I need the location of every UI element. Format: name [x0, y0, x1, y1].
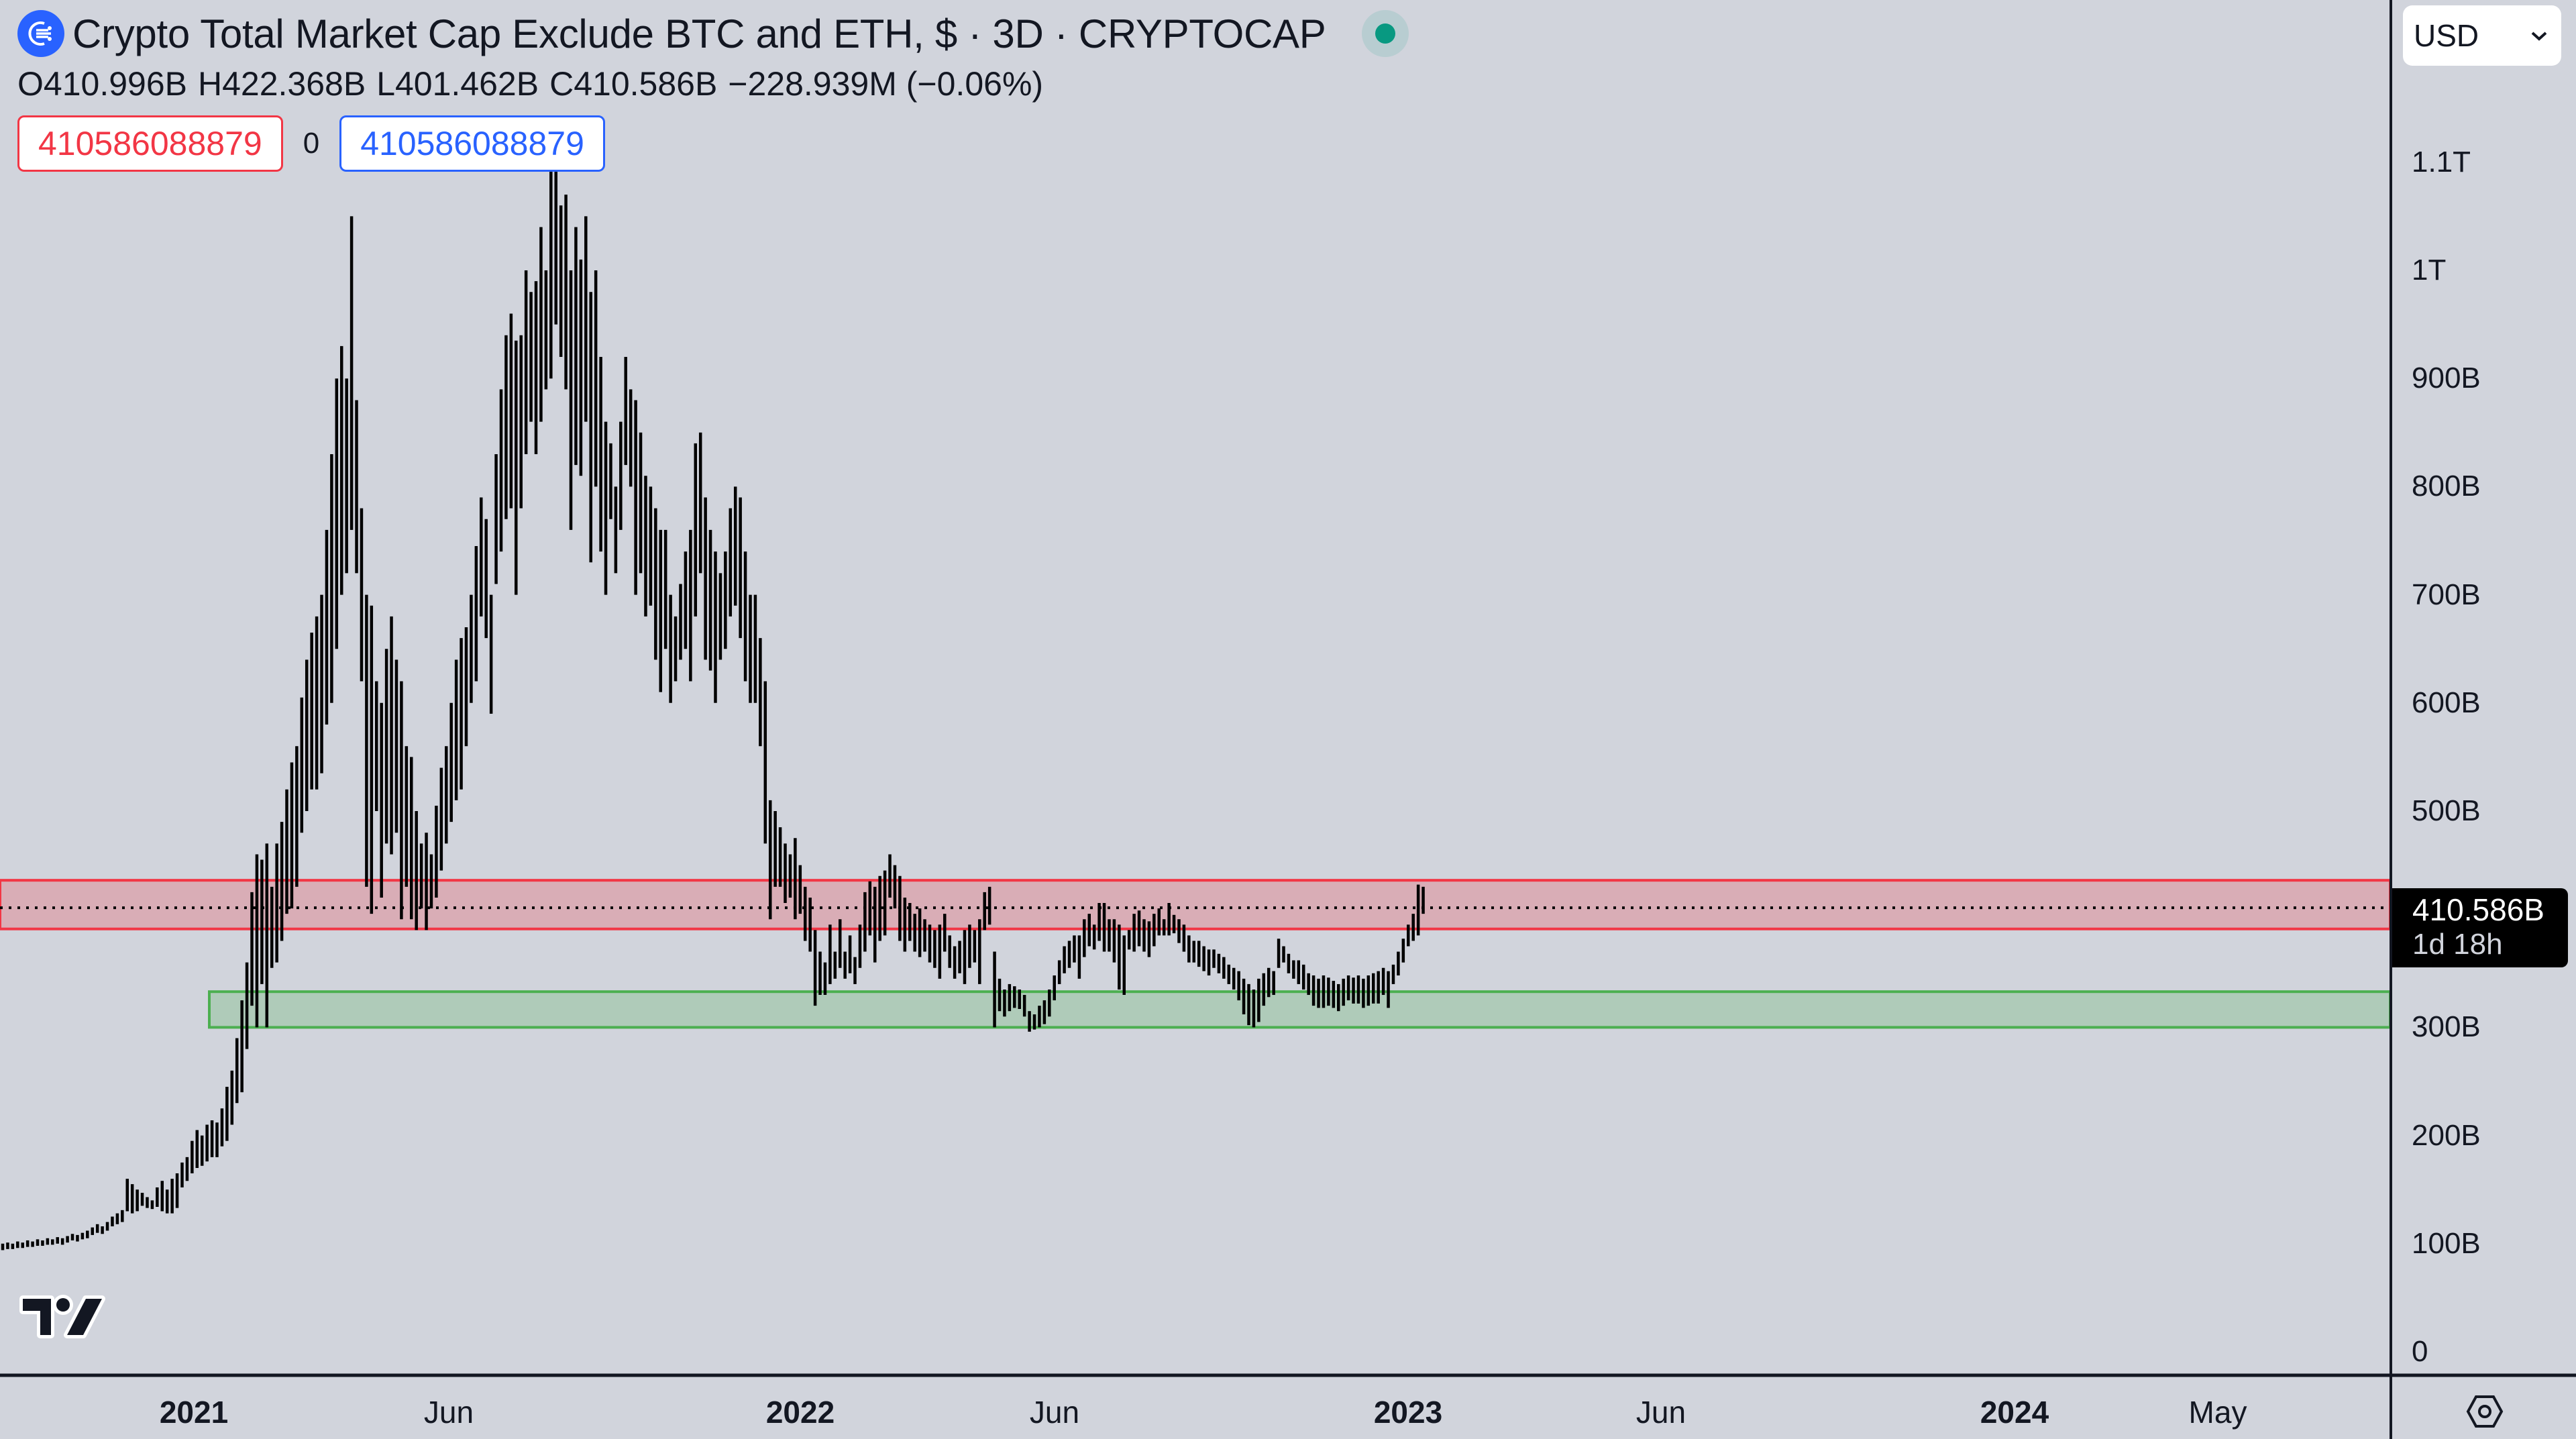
last-price-badge: 410.586B 1d 18h: [2392, 888, 2568, 967]
price-axis-label: 1.1T: [2412, 145, 2471, 178]
time-axis-label: 2021: [159, 1395, 229, 1430]
ohlc-values: O410.996B H422.368B L401.462B C410.586B …: [17, 64, 1054, 103]
currency-select[interactable]: USD: [2403, 5, 2561, 66]
price-axis-label: 1T: [2412, 254, 2447, 286]
support-zone[interactable]: [208, 990, 2392, 1029]
ohlc-bars: [1, 119, 1425, 1250]
price-axis-label: 0: [2412, 1335, 2428, 1368]
cryptocap-icon: [17, 10, 64, 57]
market-status-indicator[interactable]: [1362, 10, 1409, 57]
price-axis-label: 300B: [2412, 1010, 2481, 1044]
time-axis-label: Jun: [423, 1395, 474, 1430]
market-open-dot-icon: [1375, 23, 1396, 44]
bar-countdown: 1d 18h: [2412, 928, 2503, 961]
chart-legend-title: Crypto Total Market Cap Exclude BTC and …: [17, 7, 1409, 60]
price-axis-label: 800B: [2412, 470, 2481, 503]
open-value: O410.996B: [17, 65, 187, 103]
indicator-values: 410586088879 0 410586088879: [17, 115, 605, 172]
time-axis-label: May: [2188, 1395, 2247, 1430]
price-axis-label: 600B: [2412, 686, 2481, 719]
price-axis-label: 900B: [2412, 362, 2481, 395]
lower-value-box[interactable]: 410586088879: [339, 115, 605, 172]
resistance-zone[interactable]: [0, 879, 2392, 930]
time-axis-label: 2024: [1980, 1395, 2049, 1430]
chevron-down-icon: [2530, 24, 2548, 47]
upper-value-box[interactable]: 410586088879: [17, 115, 283, 172]
currency-value: USD: [2414, 18, 2479, 53]
last-price-value: 410.586B: [2412, 892, 2544, 927]
high-value: H422.368B: [197, 65, 366, 103]
price-axis-label: 200B: [2412, 1118, 2481, 1152]
time-axis-label: Jun: [1635, 1395, 1686, 1430]
separator-value: 0: [303, 127, 320, 160]
change-value: −228.939M (−0.06%): [728, 65, 1044, 103]
time-axis-label: Jun: [1029, 1395, 1080, 1430]
price-axis-label: 500B: [2412, 794, 2481, 827]
zones-layer: [0, 879, 2392, 1029]
time-axis-label: 2022: [765, 1395, 835, 1430]
price-axis-label: 700B: [2412, 578, 2481, 611]
price-axis-label: 100B: [2412, 1226, 2481, 1260]
low-value: L401.462B: [376, 65, 539, 103]
chart-settings-icon[interactable]: [2465, 1391, 2505, 1432]
tradingview-logo-icon[interactable]: [19, 1293, 106, 1344]
close-value: C410.586B: [549, 65, 718, 103]
symbol-title[interactable]: Crypto Total Market Cap Exclude BTC and …: [72, 11, 1326, 56]
time-axis-label: 2023: [1373, 1395, 1443, 1430]
